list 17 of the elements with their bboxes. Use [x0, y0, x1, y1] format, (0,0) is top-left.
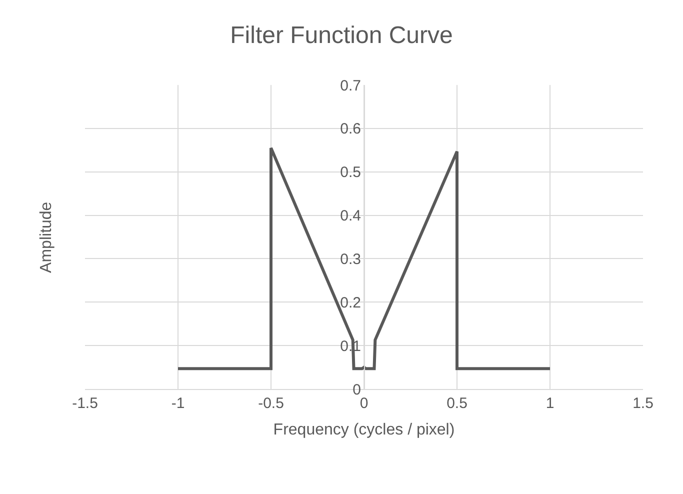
x-tick-label: -0.5: [258, 395, 284, 412]
y-tick-label: 0.5: [340, 164, 361, 182]
x-tick-label: 1: [546, 395, 554, 412]
x-tick-label: 1.5: [632, 395, 654, 412]
line-series: [176, 146, 552, 370]
y-tick-label: 0.4: [340, 208, 361, 225]
y-tick-label: 0.3: [340, 250, 361, 268]
x-tick-label: -1.5: [72, 395, 98, 412]
x-tick-label: -1: [171, 395, 185, 412]
x-axis-title: Frequency (cycles / pixel): [273, 422, 455, 439]
y-tick-label: 0.2: [340, 294, 361, 312]
y-tick-label: 0: [352, 381, 361, 398]
y-axis-title: Amplitude: [38, 202, 55, 273]
chart-title: Filter Function Curve: [230, 22, 453, 49]
y-tick-label: 0.7: [340, 77, 361, 94]
x-tick-label: 0.5: [446, 395, 468, 412]
y-tick-label: 0.6: [340, 120, 361, 138]
